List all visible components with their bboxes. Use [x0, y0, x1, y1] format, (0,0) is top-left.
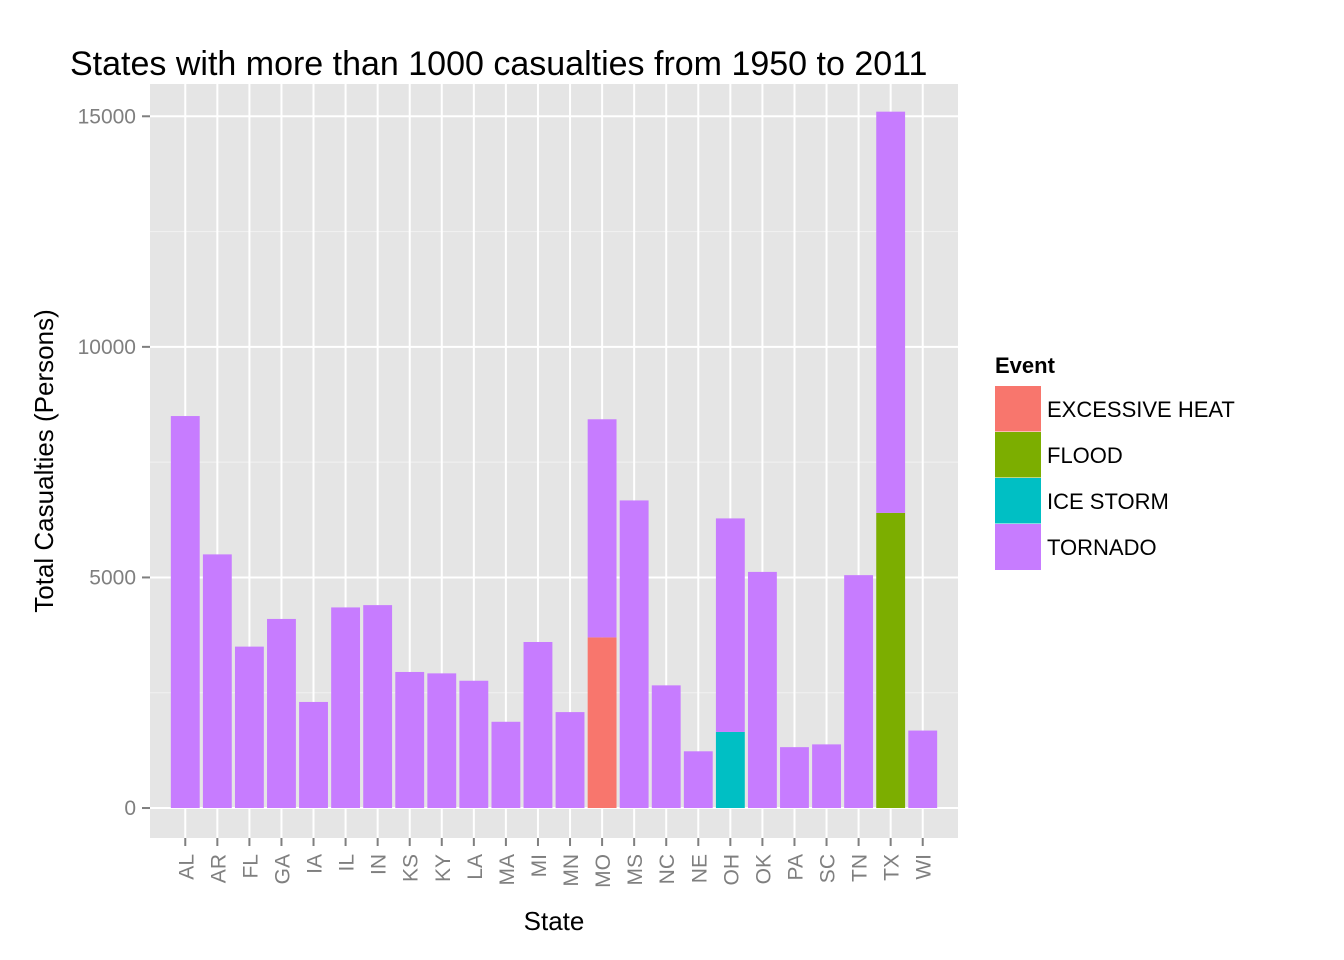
- bar-mi-tornado: [523, 642, 553, 809]
- bar-ia-tornado: [299, 701, 328, 809]
- x-tick-label: WI: [913, 854, 936, 880]
- bar-la-tornado: [459, 680, 489, 809]
- x-tick-label: TX: [881, 854, 904, 881]
- x-tick-label: AR: [207, 854, 230, 883]
- x-tick-label: IL: [336, 854, 359, 872]
- legend-label-excessive-heat: EXCESSIVE HEAT: [1047, 397, 1235, 422]
- bar-pa-tornado: [780, 747, 809, 809]
- bar-oh-ice-storm: [715, 731, 745, 809]
- legend-swatch-flood: [995, 432, 1041, 478]
- x-tick-label: MI: [528, 854, 551, 877]
- bar-ky-tornado: [427, 673, 457, 809]
- bar-oh-tornado: [715, 518, 745, 732]
- bar-in-tornado: [363, 605, 393, 809]
- bar-tn-tornado: [844, 575, 874, 809]
- legend-swatch-ice-storm: [995, 478, 1041, 524]
- bar-ne-tornado: [683, 751, 713, 809]
- bar-mo-tornado: [587, 419, 617, 638]
- bar-fl-tornado: [234, 646, 264, 809]
- y-tick-label: 15000: [78, 105, 136, 128]
- bar-ok-tornado: [747, 571, 777, 809]
- x-tick-label: MS: [624, 854, 647, 886]
- x-tick-label: KY: [432, 854, 455, 882]
- legend-label-flood: FLOOD: [1047, 443, 1123, 468]
- legend-label-tornado: TORNADO: [1047, 535, 1157, 560]
- bar-il-tornado: [331, 607, 361, 809]
- bar-ar-tornado: [202, 554, 232, 809]
- x-axis-title: State: [524, 906, 585, 936]
- y-tick-label: 5000: [89, 566, 136, 589]
- bar-tx-tornado: [876, 111, 906, 513]
- bar-ma-tornado: [491, 721, 521, 809]
- bar-ga-tornado: [267, 618, 296, 809]
- x-axis: AL AR FL GA IA IL IN KS KY LA MA MI MN MO MS NC NE OH OK PA…: [175, 838, 936, 888]
- legend-title: Event: [995, 353, 1056, 378]
- y-axis: 0 5000 10000 15000: [78, 105, 150, 820]
- x-tick-label: MN: [560, 854, 583, 887]
- bar-ks-tornado: [395, 671, 425, 809]
- x-tick-label: NE: [688, 854, 711, 883]
- x-tick-label: MO: [592, 854, 615, 888]
- x-tick-label: OH: [720, 854, 743, 886]
- x-tick-label: TN: [849, 854, 872, 882]
- legend-swatch-excessive-heat: [995, 386, 1041, 432]
- bar-wi-tornado: [908, 730, 938, 809]
- x-tick-label: NC: [656, 854, 679, 884]
- bar-mn-tornado: [555, 712, 585, 809]
- x-tick-label: LA: [464, 854, 487, 880]
- bar-al-tornado: [170, 416, 200, 809]
- bar-tx-flood: [876, 512, 906, 809]
- x-tick-label: OK: [752, 854, 775, 884]
- y-axis-title: Total Casualties (Persons): [29, 309, 59, 612]
- x-tick-label: FL: [239, 854, 262, 879]
- x-tick-label: IA: [304, 854, 327, 874]
- bar-sc-tornado: [812, 744, 841, 809]
- x-tick-label: GA: [271, 854, 294, 884]
- legend-swatch-tornado: [995, 524, 1041, 570]
- bar-mo-excessive-heat: [587, 637, 617, 809]
- x-tick-label: SC: [817, 854, 840, 883]
- bar-ms-tornado: [619, 500, 649, 809]
- legend-label-ice-storm: ICE STORM: [1047, 489, 1169, 514]
- y-tick-label: 10000: [78, 336, 136, 359]
- bar-nc-tornado: [651, 685, 681, 809]
- x-tick-label: PA: [784, 854, 807, 880]
- chart-title: States with more than 1000 casualties fr…: [70, 45, 927, 83]
- y-tick-label: 0: [124, 797, 136, 820]
- x-tick-label: IN: [368, 854, 391, 875]
- legend: Event EXCESSIVE HEAT FLOOD ICE STORM TORNAD…: [994, 353, 1235, 571]
- x-tick-label: AL: [175, 854, 198, 880]
- bars: [170, 111, 938, 809]
- x-tick-label: KS: [400, 854, 423, 882]
- x-tick-label: MA: [496, 854, 519, 886]
